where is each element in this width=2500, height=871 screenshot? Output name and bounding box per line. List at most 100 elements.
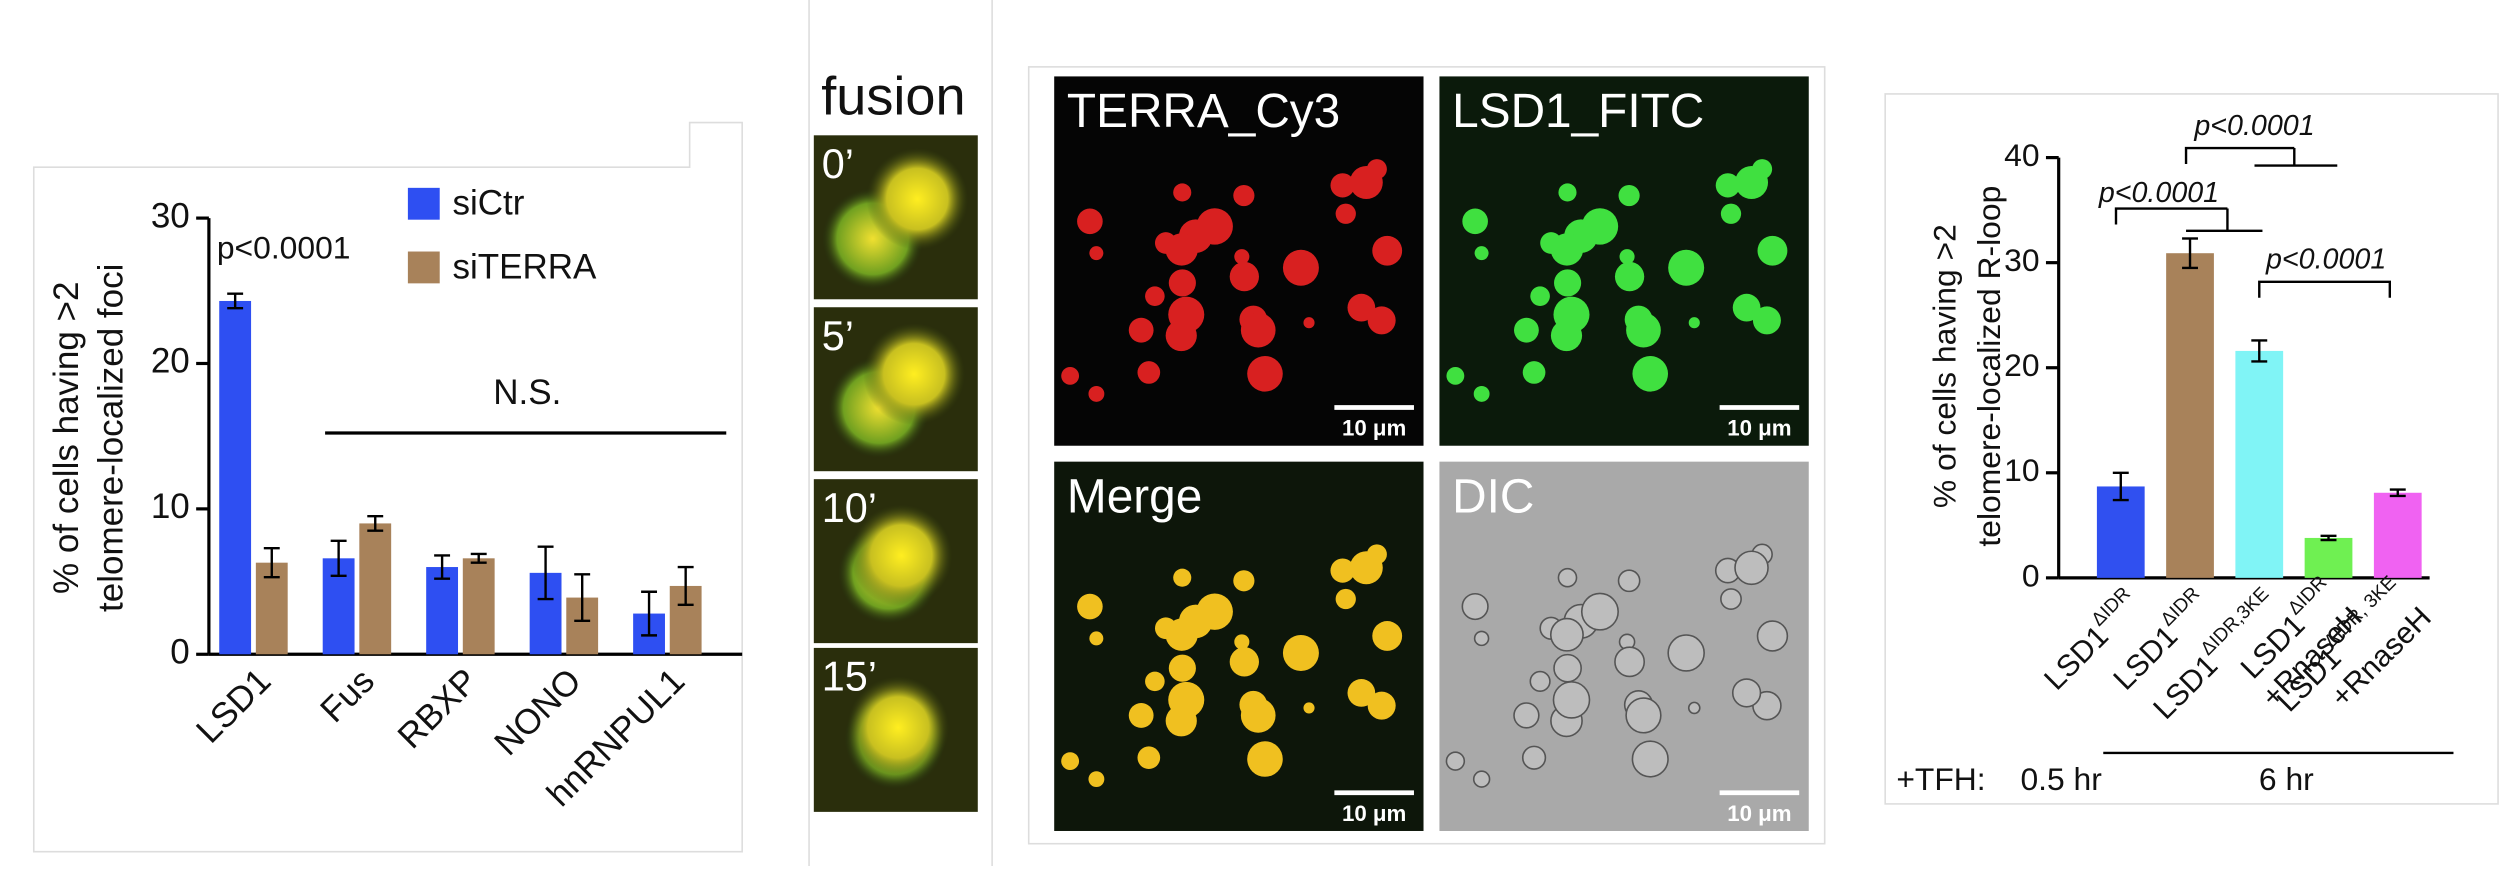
droplet bbox=[1061, 366, 1080, 385]
bar bbox=[2304, 537, 2353, 578]
droplet bbox=[1522, 361, 1546, 384]
micrograph: LSD1_FITC 10 μm bbox=[1439, 76, 1809, 446]
droplet bbox=[1165, 233, 1198, 266]
droplet bbox=[863, 323, 966, 426]
droplet bbox=[1688, 317, 1700, 329]
annotation: p<0.0001 bbox=[2265, 244, 2386, 276]
droplet bbox=[1349, 166, 1383, 200]
error-bar bbox=[2182, 237, 2198, 270]
droplet bbox=[1473, 630, 1490, 647]
y-tick-label: 40 bbox=[2004, 137, 2039, 173]
droplet bbox=[1330, 173, 1355, 198]
droplet bbox=[1335, 588, 1356, 610]
droplet bbox=[1233, 570, 1255, 592]
fusion-frame: 15’ bbox=[813, 647, 978, 812]
bar bbox=[2373, 492, 2422, 578]
droplet bbox=[1720, 203, 1742, 224]
droplet bbox=[1752, 306, 1781, 335]
droplet bbox=[1553, 296, 1590, 333]
droplet bbox=[850, 504, 953, 607]
droplet bbox=[1137, 361, 1161, 384]
droplet bbox=[1554, 269, 1582, 297]
droplet bbox=[1137, 746, 1161, 770]
droplet bbox=[1077, 593, 1103, 620]
droplet bbox=[1720, 588, 1742, 610]
droplet bbox=[1128, 317, 1154, 343]
error-bar bbox=[2389, 488, 2406, 498]
droplet bbox=[1347, 293, 1376, 322]
bar bbox=[426, 567, 459, 655]
droplet bbox=[1367, 691, 1396, 720]
fusion-title: fusion bbox=[821, 67, 965, 127]
droplet bbox=[1757, 235, 1788, 266]
y-axis-label: % of cells having >2 bbox=[1927, 224, 1963, 508]
droplet bbox=[1632, 355, 1669, 392]
annotation: p<0.0001 bbox=[2098, 177, 2219, 209]
droplet bbox=[1668, 249, 1705, 286]
error-bar bbox=[2251, 339, 2268, 363]
x-tick-label: LSD1 bbox=[189, 661, 279, 751]
micrograph-label: DIC bbox=[1452, 470, 1534, 523]
annotation: p<0.0001 bbox=[217, 229, 351, 265]
micrograph: Merge 10 μm bbox=[1054, 461, 1424, 831]
frame-label: 0’ bbox=[822, 141, 854, 187]
droplet bbox=[1168, 654, 1196, 682]
error-bar bbox=[470, 552, 487, 564]
y-tick-label: 30 bbox=[151, 196, 190, 235]
droplet bbox=[1089, 246, 1104, 261]
error-bar bbox=[227, 292, 244, 310]
droplet bbox=[1234, 634, 1250, 650]
fusion-frame: 0’ bbox=[813, 135, 978, 300]
annotation: p<0.0001 bbox=[2193, 110, 2314, 142]
fusion-frame: 10’ bbox=[813, 479, 978, 644]
droplet bbox=[1581, 208, 1619, 245]
category-sup: ΔIDR bbox=[2088, 583, 2135, 630]
footer-prefix: +TFH: bbox=[1896, 761, 1985, 797]
droplet bbox=[1462, 208, 1488, 235]
droplet bbox=[1445, 751, 1466, 771]
droplet bbox=[1335, 203, 1356, 224]
droplet bbox=[1303, 317, 1315, 329]
droplet bbox=[1618, 184, 1640, 207]
error-bar bbox=[367, 514, 384, 532]
droplet bbox=[1330, 558, 1355, 583]
droplet bbox=[1247, 355, 1283, 392]
droplet bbox=[1233, 184, 1255, 207]
bar bbox=[219, 300, 252, 655]
frame-label: 5’ bbox=[822, 313, 854, 359]
droplet bbox=[1731, 678, 1762, 708]
frame-label: 10’ bbox=[822, 485, 877, 531]
y-tick-label: 0 bbox=[2022, 557, 2040, 593]
droplet bbox=[1367, 306, 1396, 335]
droplet bbox=[1145, 671, 1165, 692]
droplet bbox=[1557, 567, 1578, 588]
droplet bbox=[1549, 617, 1584, 652]
footer-label: 6 hr bbox=[2259, 761, 2314, 797]
y-tick-label: 30 bbox=[2004, 242, 2039, 278]
error-bar bbox=[641, 590, 658, 637]
bar bbox=[2166, 253, 2214, 578]
droplet bbox=[1550, 233, 1584, 266]
droplet bbox=[1473, 385, 1490, 402]
droplet bbox=[1229, 261, 1259, 292]
droplet bbox=[1472, 770, 1491, 788]
droplet bbox=[1282, 634, 1319, 671]
droplet bbox=[1580, 592, 1619, 631]
droplet bbox=[1734, 550, 1769, 586]
error-bar bbox=[434, 554, 451, 580]
droplet bbox=[1240, 698, 1276, 733]
droplet bbox=[1173, 183, 1192, 202]
droplet bbox=[1372, 621, 1403, 651]
droplet bbox=[1088, 771, 1105, 788]
x-tick-label: RBXP bbox=[390, 661, 485, 756]
droplet bbox=[1168, 296, 1205, 333]
legend-swatch bbox=[407, 187, 440, 220]
category-main: LSD1 bbox=[2038, 620, 2115, 697]
y-tick-label: 20 bbox=[151, 342, 190, 381]
droplet bbox=[1196, 208, 1233, 245]
scale-bar-label: 10 μm bbox=[1727, 416, 1791, 441]
scale-bar-label: 10 μm bbox=[1342, 801, 1406, 826]
droplet bbox=[1347, 679, 1376, 707]
bar bbox=[2235, 350, 2284, 578]
